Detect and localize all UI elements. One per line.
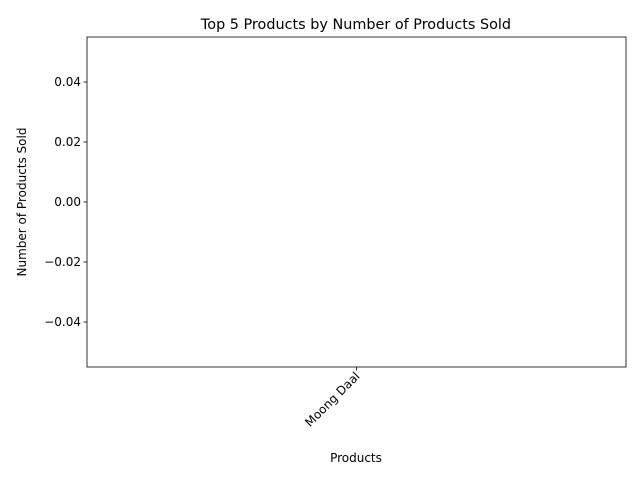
y-tick-label: 0.00 [54,195,81,209]
x-axis-label: Products [330,451,382,465]
y-tick-label: 0.02 [54,135,81,149]
y-axis-label: Number of Products Sold [15,128,29,277]
y-axis: −0.04 −0.02 0.00 0.02 0.04 [44,75,87,329]
chart-title: Top 5 Products by Number of Products Sol… [200,17,511,33]
y-tick-label: 0.04 [54,75,81,89]
y-tick-label: −0.04 [44,315,81,329]
y-tick-label: −0.02 [44,255,81,269]
